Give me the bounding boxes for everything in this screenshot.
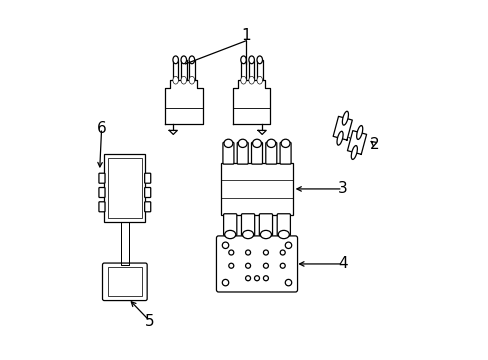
- Ellipse shape: [356, 126, 362, 139]
- Circle shape: [280, 263, 285, 268]
- FancyBboxPatch shape: [248, 60, 254, 80]
- Ellipse shape: [278, 230, 289, 239]
- Ellipse shape: [238, 139, 246, 148]
- Ellipse shape: [252, 139, 261, 148]
- Circle shape: [263, 276, 268, 281]
- Circle shape: [222, 242, 228, 248]
- FancyBboxPatch shape: [144, 202, 150, 212]
- Ellipse shape: [242, 230, 253, 239]
- Ellipse shape: [240, 56, 246, 64]
- FancyBboxPatch shape: [144, 188, 150, 198]
- Ellipse shape: [260, 230, 271, 239]
- FancyBboxPatch shape: [259, 214, 272, 235]
- Circle shape: [263, 263, 268, 268]
- Text: 4: 4: [337, 256, 347, 271]
- Ellipse shape: [342, 111, 348, 125]
- Polygon shape: [347, 131, 366, 154]
- Circle shape: [280, 250, 285, 255]
- Circle shape: [245, 250, 250, 255]
- FancyBboxPatch shape: [181, 60, 186, 80]
- Ellipse shape: [257, 76, 262, 84]
- FancyBboxPatch shape: [104, 154, 145, 222]
- Ellipse shape: [173, 76, 178, 84]
- FancyBboxPatch shape: [216, 236, 297, 292]
- Ellipse shape: [181, 56, 186, 64]
- Circle shape: [263, 250, 268, 255]
- FancyBboxPatch shape: [144, 173, 150, 183]
- FancyBboxPatch shape: [257, 60, 262, 80]
- Circle shape: [254, 276, 259, 281]
- Circle shape: [228, 263, 233, 268]
- Text: 5: 5: [145, 314, 154, 329]
- Ellipse shape: [336, 131, 343, 145]
- Polygon shape: [258, 130, 265, 134]
- Circle shape: [245, 263, 250, 268]
- FancyBboxPatch shape: [223, 214, 236, 235]
- FancyBboxPatch shape: [107, 267, 142, 296]
- Circle shape: [285, 242, 291, 248]
- FancyBboxPatch shape: [99, 173, 105, 183]
- Ellipse shape: [224, 230, 235, 239]
- FancyBboxPatch shape: [173, 60, 178, 80]
- Polygon shape: [164, 80, 202, 123]
- FancyBboxPatch shape: [237, 142, 248, 164]
- FancyBboxPatch shape: [221, 163, 292, 215]
- Polygon shape: [232, 80, 270, 123]
- Ellipse shape: [281, 139, 289, 148]
- Circle shape: [285, 279, 291, 286]
- FancyBboxPatch shape: [265, 142, 276, 164]
- Polygon shape: [332, 116, 351, 140]
- FancyBboxPatch shape: [240, 60, 246, 80]
- Ellipse shape: [189, 56, 194, 64]
- Ellipse shape: [257, 56, 262, 64]
- FancyBboxPatch shape: [277, 214, 290, 235]
- Circle shape: [222, 279, 228, 286]
- FancyBboxPatch shape: [189, 60, 194, 80]
- FancyBboxPatch shape: [251, 142, 262, 164]
- Circle shape: [245, 276, 250, 281]
- FancyBboxPatch shape: [223, 142, 233, 164]
- FancyBboxPatch shape: [102, 263, 147, 301]
- FancyBboxPatch shape: [99, 202, 105, 212]
- Ellipse shape: [350, 145, 357, 159]
- Polygon shape: [169, 130, 177, 134]
- FancyBboxPatch shape: [107, 158, 142, 219]
- Ellipse shape: [189, 76, 194, 84]
- Ellipse shape: [266, 139, 275, 148]
- Ellipse shape: [181, 76, 186, 84]
- Ellipse shape: [248, 76, 254, 84]
- Text: 2: 2: [369, 137, 379, 152]
- Circle shape: [228, 250, 233, 255]
- FancyBboxPatch shape: [99, 188, 105, 198]
- Text: 6: 6: [97, 121, 106, 136]
- Ellipse shape: [240, 76, 246, 84]
- Text: 3: 3: [337, 181, 347, 197]
- Ellipse shape: [173, 56, 178, 64]
- FancyBboxPatch shape: [241, 214, 254, 235]
- FancyBboxPatch shape: [280, 142, 290, 164]
- Ellipse shape: [224, 139, 232, 148]
- Ellipse shape: [248, 56, 254, 64]
- Text: 1: 1: [241, 28, 250, 43]
